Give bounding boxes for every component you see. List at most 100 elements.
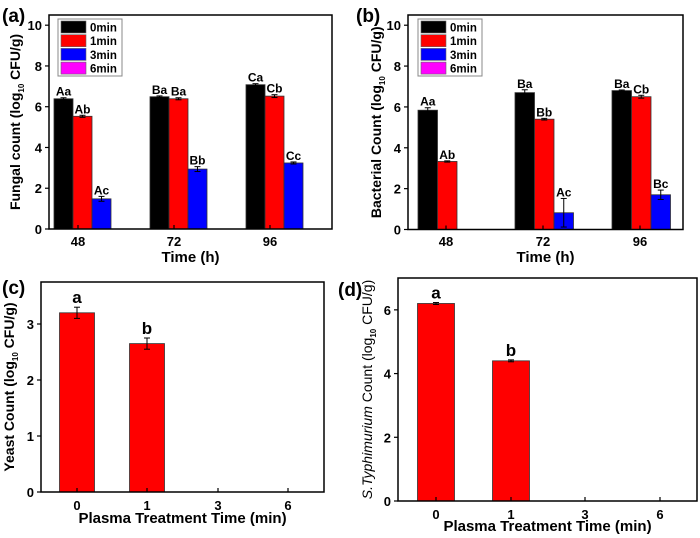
bar-1min-48 <box>72 115 93 230</box>
y-tick-label: 0 <box>394 223 401 238</box>
bar-1min-72 <box>534 118 555 230</box>
bar-3min-48 <box>91 198 112 230</box>
x-tick-label: 1 <box>143 498 150 513</box>
y-tick-label: 4 <box>384 367 392 382</box>
data-label: Bb <box>190 154 206 168</box>
y-tick-label: 8 <box>394 59 401 74</box>
bar-Yeast-0 <box>59 312 95 493</box>
data-label: Bc <box>653 177 669 191</box>
legend-label: 1min <box>450 36 477 48</box>
data-label: a <box>431 284 441 303</box>
data-label: b <box>142 319 152 338</box>
y-tick-label: 1 <box>27 429 34 444</box>
legend-swatch-6min <box>420 61 447 75</box>
y-axis-title-main: Count (log <box>359 338 375 406</box>
y-axis-title-subscript: 10 <box>378 76 387 85</box>
legend-label: 1min <box>90 36 117 48</box>
legend-label: 6min <box>90 64 117 76</box>
y-axis-title-end: CFU/g) <box>1 302 17 352</box>
y-axis-title-main: Fungal count (log <box>7 93 23 210</box>
bar-1min-48 <box>437 161 458 230</box>
legend-swatch-3min <box>420 48 447 61</box>
x-tick-label: 96 <box>633 234 647 249</box>
bar-1min-72 <box>168 98 189 230</box>
y-axis-title: Bacterial Count (log10 CFU/g) <box>368 26 387 218</box>
legend-label: 0min <box>90 23 117 35</box>
legend-swatch-0min <box>420 20 447 34</box>
y-tick-label: 10 <box>387 18 401 33</box>
data-label: Ca <box>248 71 264 85</box>
x-tick-label: 0 <box>73 498 80 513</box>
legend-swatch-3min <box>60 48 87 61</box>
bar-0min-96 <box>245 84 266 230</box>
bar-S.Typhimurium-1 <box>492 360 530 502</box>
y-axis-title-subscript: 10 <box>17 83 26 92</box>
panel-d: (d) a b 0 2 4 6 0 1 3 6 Plasma Treatment Time (min)… <box>338 277 698 535</box>
bar-3min-96 <box>283 162 304 230</box>
data-label: Ba <box>517 77 533 91</box>
y-axis-title-end: CFU/g) <box>7 34 23 84</box>
data-label: Aa <box>56 85 72 99</box>
y-tick-label: 0 <box>27 485 34 500</box>
y-tick-label: 6 <box>384 303 391 318</box>
legend-label: 3min <box>450 50 477 62</box>
y-axis-title-main: Bacterial Count (log <box>368 85 384 218</box>
y-tick-label: 3 <box>27 317 34 332</box>
y-tick-label: 4 <box>394 141 402 156</box>
data-label: Aa <box>420 95 436 109</box>
x-tick-label: 96 <box>263 234 277 249</box>
bar-0min-48 <box>417 109 438 230</box>
y-tick-label: 8 <box>35 59 42 74</box>
y-axis-title: Fungal count (log10 CFU/g) <box>7 34 26 210</box>
x-tick-label: 6 <box>284 498 291 513</box>
panel-label: (a) <box>2 6 25 27</box>
panel-label: (c) <box>2 278 25 299</box>
bar-1min-96 <box>264 95 285 230</box>
x-tick-label: 0 <box>432 507 439 522</box>
x-axis-title: Plasma Treatment Time (min) <box>78 510 286 527</box>
data-label: Ba <box>171 85 187 99</box>
x-tick-label: 3 <box>214 498 221 513</box>
legend-swatch-6min <box>60 61 87 75</box>
data-label: Cc <box>286 149 302 163</box>
data-label: Ac <box>556 185 572 199</box>
y-tick-label: 10 <box>28 18 42 33</box>
y-tick-label: 0 <box>384 494 391 509</box>
legend-swatch-0min <box>60 20 87 34</box>
data-label: Ba <box>152 83 168 97</box>
legend-label: 6min <box>450 64 477 76</box>
data-label: Ba <box>614 77 630 91</box>
x-tick-label: 1 <box>507 507 514 522</box>
axes-frame <box>48 14 333 230</box>
bar-0min-72 <box>149 96 170 230</box>
x-axis-title: Time (h) <box>516 249 574 266</box>
data-label: Ab <box>75 102 91 116</box>
x-tick-label: 72 <box>536 234 550 249</box>
y-tick-label: 2 <box>35 181 42 196</box>
x-axis-title: Plasma Treatment Time (min) <box>443 518 651 535</box>
data-label: Bb <box>536 105 552 119</box>
x-tick-label: 6 <box>656 507 663 522</box>
y-tick-label: 2 <box>384 430 391 445</box>
bar-0min-48 <box>53 98 74 230</box>
axes-frame <box>407 14 684 231</box>
y-axis-title-end: CFU/g) <box>368 26 384 76</box>
bar-3min-72 <box>187 168 208 230</box>
axes-frame <box>40 281 325 493</box>
data-label: Ab <box>439 148 455 162</box>
y-axis-title-main: Yeast Count (log <box>1 361 17 471</box>
x-tick-label: 48 <box>439 234 453 249</box>
y-axis-title-end: CFU/g) <box>359 280 375 329</box>
axes-frame <box>397 277 698 502</box>
y-tick-label: 6 <box>394 100 401 115</box>
bar-3min-96 <box>650 194 671 230</box>
x-tick-label: 48 <box>71 234 85 249</box>
y-axis-title-subscript: 10 <box>11 352 20 361</box>
bar-1min-96 <box>631 96 652 230</box>
y-axis-title: S.Typhimurium Count (log10 CFU/g) <box>359 280 378 499</box>
bar-0min-72 <box>514 92 535 230</box>
panel-b: (b) Aa Ba Ba Ab Bb Cb Ac Bc 0 2 4 6 8 10 48 72 96 Time (h)… <box>356 6 684 266</box>
